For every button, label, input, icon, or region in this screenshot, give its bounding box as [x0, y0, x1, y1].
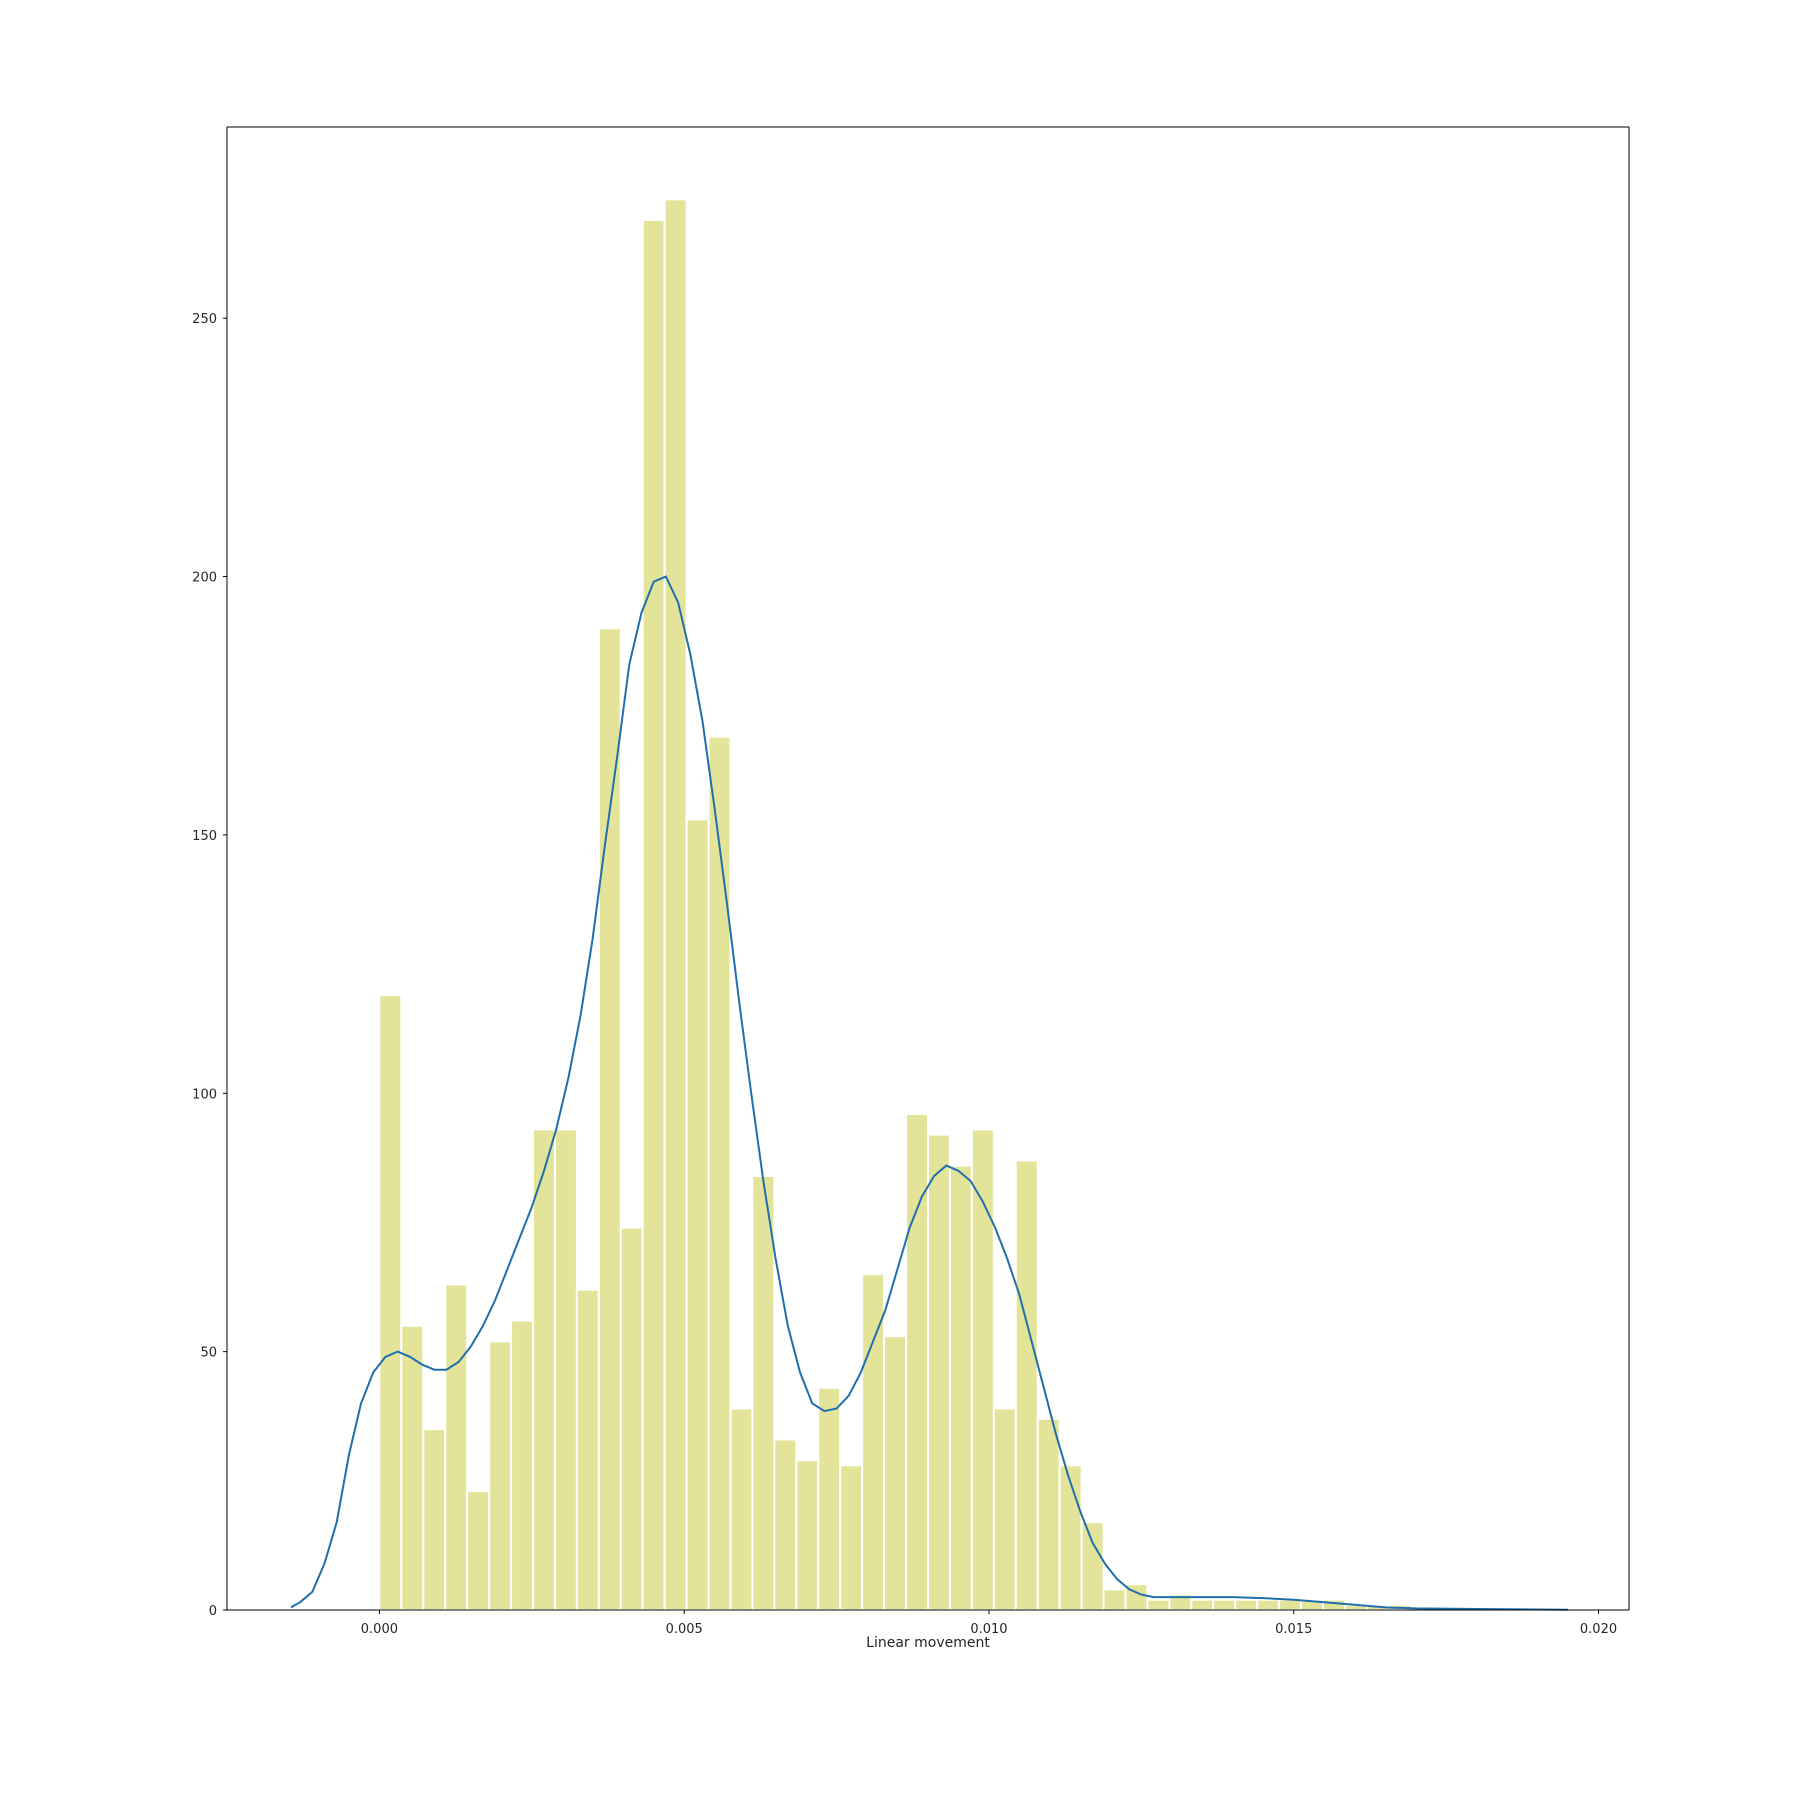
histogram-bar — [795, 1459, 820, 1611]
plot-frame — [226, 126, 1630, 1611]
x-tick-label: 0.005 — [666, 1622, 703, 1637]
histogram-bar — [1278, 1598, 1303, 1612]
y-tick-label: 100 — [192, 1087, 217, 1102]
y-tick-label: 50 — [200, 1346, 217, 1361]
histogram-bar — [1080, 1521, 1105, 1611]
histogram-bar — [861, 1273, 886, 1611]
y-tick-label: 250 — [192, 312, 217, 327]
histogram-bar — [553, 1128, 578, 1612]
histogram-bar — [1321, 1598, 1346, 1612]
histogram-bar — [663, 198, 688, 1612]
y-tick-label: 150 — [192, 829, 217, 844]
histogram-bar — [597, 627, 622, 1611]
histogram-bar — [466, 1490, 491, 1612]
histogram-bar — [1212, 1598, 1237, 1612]
histogram-bar — [1036, 1417, 1061, 1612]
histogram-bar — [1190, 1598, 1215, 1612]
histogram-bar — [685, 818, 710, 1611]
histogram-bar — [422, 1428, 447, 1612]
x-axis-ticks: 0.000 0.005 0.010 0.015 0.020 — [361, 1610, 1617, 1637]
x-tick-label: 0.000 — [361, 1622, 398, 1637]
y-axis-ticks: 0 50 100 150 200 250 — [192, 312, 227, 1619]
histogram-bar — [773, 1438, 798, 1611]
y-tick-label: 0 — [209, 1604, 217, 1619]
x-tick-label: 0.010 — [970, 1622, 1007, 1637]
histogram-bar — [619, 1226, 644, 1611]
histogram-bar — [444, 1283, 469, 1611]
histogram-bar — [575, 1288, 600, 1611]
histogram-bars — [378, 198, 1412, 1612]
histogram-bar — [1146, 1598, 1171, 1612]
x-tick-label: 0.015 — [1275, 1622, 1312, 1637]
histogram-bar — [927, 1133, 951, 1612]
histogram-bar — [839, 1464, 864, 1611]
histogram-bar — [883, 1335, 908, 1611]
histogram-bar — [751, 1174, 776, 1611]
histogram-bar — [1058, 1464, 1083, 1611]
histogram-bar — [378, 994, 403, 1611]
histogram-bar — [488, 1340, 513, 1611]
histogram-bar — [641, 219, 666, 1611]
histogram-bar — [729, 1407, 754, 1611]
histogram-bar — [400, 1324, 425, 1611]
histogram-bar — [948, 1164, 973, 1611]
y-tick-label: 200 — [192, 571, 217, 586]
histogram-bar — [1014, 1159, 1039, 1611]
histogram-bar — [992, 1407, 1017, 1611]
histogram-bar — [1234, 1598, 1259, 1612]
histogram-bar — [905, 1112, 930, 1611]
x-tick-label: 0.020 — [1580, 1622, 1617, 1637]
x-axis-label: Linear movement — [866, 1635, 990, 1651]
histogram-bar — [1256, 1598, 1281, 1612]
histogram-bar — [817, 1386, 842, 1611]
kde-curve — [290, 575, 1569, 1611]
histogram-bar — [532, 1128, 556, 1612]
histogram-bar — [510, 1319, 535, 1611]
histogram-bar — [707, 735, 732, 1611]
histogram-bar — [1102, 1588, 1127, 1612]
